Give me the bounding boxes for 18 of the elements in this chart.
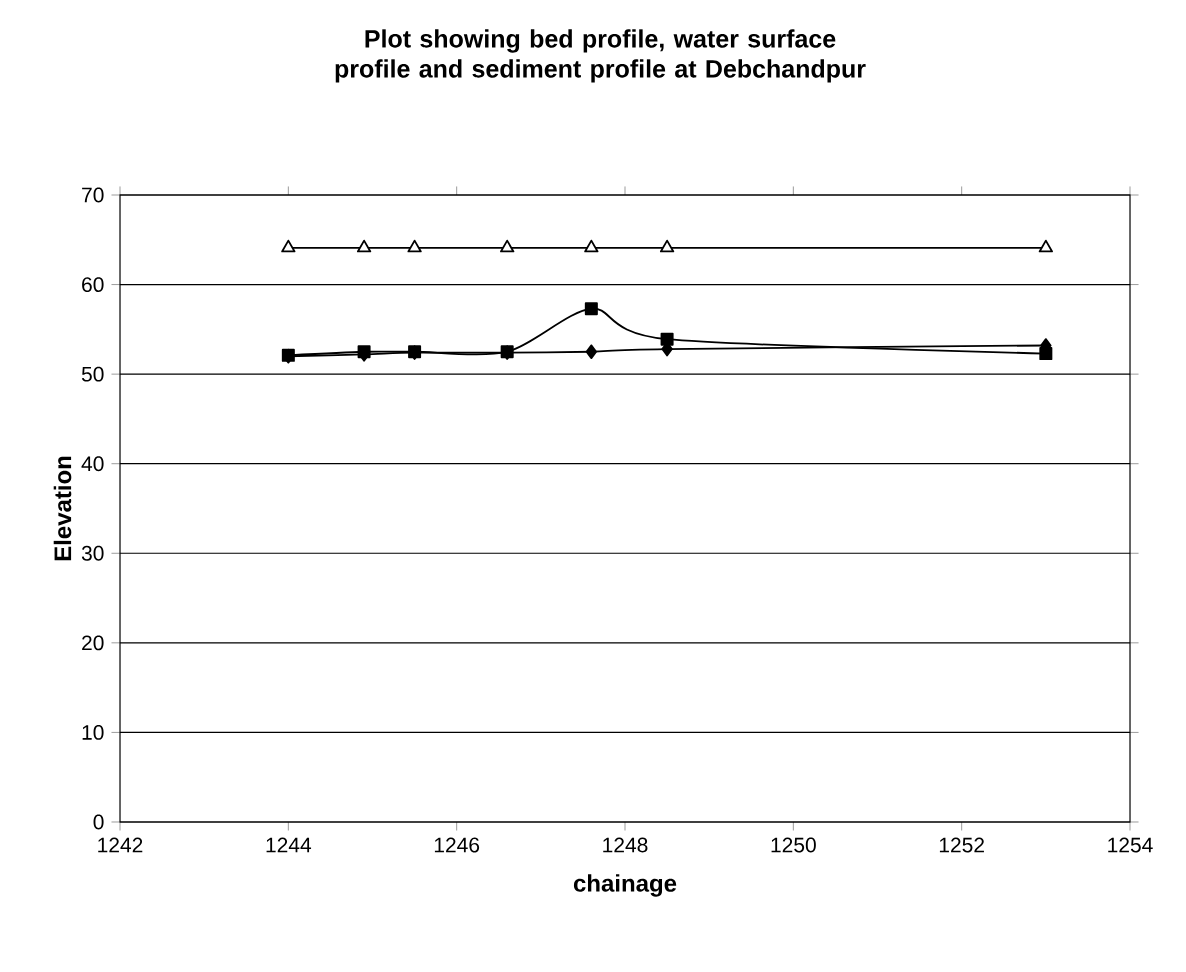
x-tick-label: 1250 [771,837,816,853]
y-tick-label: 70 [82,187,104,203]
y-tick-label: 10 [82,725,104,740]
y-tick-label: 50 [81,366,104,382]
x-tick-label: 1244 [266,837,312,853]
chart-title: Plot showing bed profile, water surface profile and sediment profile at Debchandpur [335,29,866,83]
y-tick-label: 20 [82,635,104,651]
x-tick-label: 1252 [939,837,984,853]
y-tick-label: 60 [82,277,104,293]
y-tick-label: 30 [81,545,104,561]
y-tick-label: 0 [93,814,104,830]
x-tick-label: 1248 [603,837,648,853]
x-tick-label: 1254 [1108,837,1153,853]
x-axis-title: chainage [573,874,677,897]
x-tick-label: 1242 [98,837,143,853]
y-axis-title: Elevation [53,456,72,561]
x-tick-label: 1246 [434,837,480,853]
y-tick-label: 40 [81,456,104,472]
